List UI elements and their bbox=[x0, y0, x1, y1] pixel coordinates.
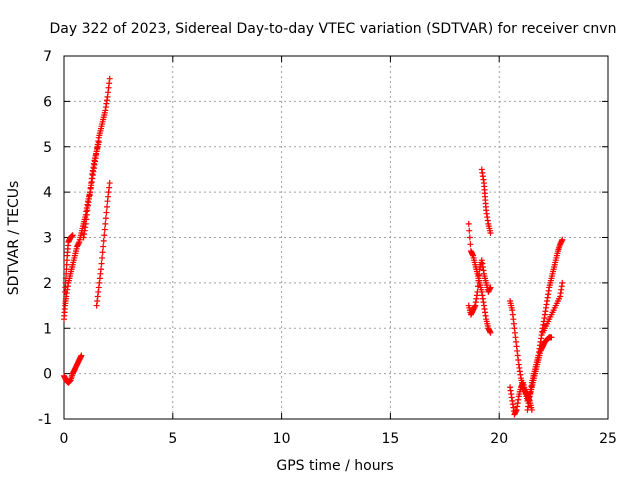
y-tick-label: 0 bbox=[43, 367, 52, 383]
data-point bbox=[99, 254, 106, 261]
x-axis-label: GPS time / hours bbox=[276, 458, 393, 474]
data-point bbox=[103, 203, 110, 210]
data-point bbox=[559, 236, 566, 243]
data-point bbox=[548, 334, 555, 341]
data-point bbox=[466, 227, 473, 234]
data-point bbox=[487, 284, 494, 291]
y-tick-label: 7 bbox=[43, 49, 52, 65]
y-tick-label: 4 bbox=[43, 185, 52, 201]
data-point bbox=[100, 237, 107, 244]
data-point bbox=[101, 232, 108, 239]
data-point bbox=[101, 226, 108, 233]
data-point bbox=[467, 241, 474, 248]
data-points bbox=[61, 75, 566, 418]
x-tick-label: 15 bbox=[381, 431, 399, 447]
data-point bbox=[106, 180, 113, 187]
y-axis-label: SDTVAR / TECUs bbox=[6, 181, 22, 296]
y-tick-label: 2 bbox=[43, 276, 52, 292]
chart-title: Day 322 of 2023, Sidereal Day-to-day VTE… bbox=[50, 21, 617, 37]
data-point bbox=[466, 234, 473, 241]
data-point bbox=[102, 215, 109, 222]
data-point bbox=[474, 283, 481, 290]
axis-ticks: 0 5 10 15 20 25 -1 0 1 2 3 4 5 6 7 bbox=[38, 49, 617, 447]
data-point bbox=[97, 266, 104, 273]
grid-lines bbox=[64, 56, 608, 419]
data-point bbox=[102, 220, 109, 227]
data-point bbox=[78, 352, 85, 359]
y-tick-label: -1 bbox=[38, 412, 52, 428]
x-tick-label: 25 bbox=[599, 431, 617, 447]
data-point bbox=[476, 271, 483, 278]
data-point bbox=[69, 232, 76, 239]
data-point bbox=[98, 260, 105, 267]
y-tick-label: 3 bbox=[43, 231, 52, 247]
data-point bbox=[106, 75, 113, 82]
data-point bbox=[95, 139, 102, 146]
data-point bbox=[474, 288, 481, 295]
data-point bbox=[487, 229, 494, 236]
data-point bbox=[100, 243, 107, 250]
data-point bbox=[103, 209, 110, 216]
y-tick-label: 6 bbox=[43, 94, 52, 110]
y-tick-label: 5 bbox=[43, 140, 52, 156]
x-tick-label: 0 bbox=[60, 431, 69, 447]
data-point bbox=[99, 249, 106, 256]
data-point bbox=[559, 279, 566, 286]
data-point bbox=[487, 329, 494, 336]
data-point bbox=[465, 220, 472, 227]
x-tick-label: 10 bbox=[273, 431, 291, 447]
data-point bbox=[475, 277, 482, 284]
y-tick-label: 1 bbox=[43, 321, 52, 337]
x-tick-label: 5 bbox=[168, 431, 177, 447]
x-tick-label: 20 bbox=[490, 431, 508, 447]
